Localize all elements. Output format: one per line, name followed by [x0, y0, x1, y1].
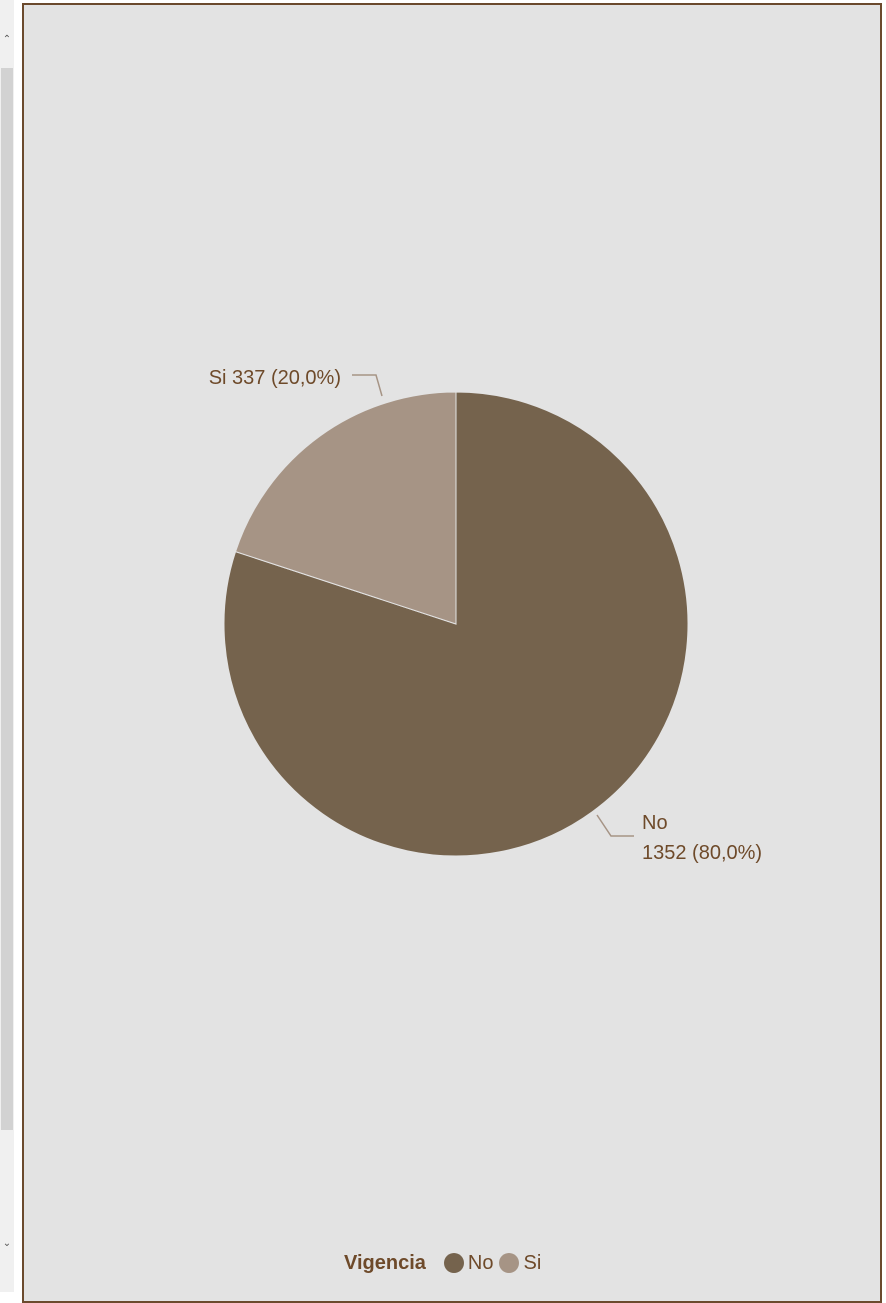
- legend: Vigencia No Si: [344, 1250, 547, 1276]
- legend-item-no[interactable]: No: [443, 1251, 494, 1275]
- slice-label-si: Si 337 (20,0%): [209, 367, 341, 389]
- scroll-up-arrow-icon[interactable]: ⌃: [2, 34, 12, 45]
- vertical-scrollbar[interactable]: ⌃ ⌄: [0, 0, 14, 1292]
- legend-swatch-no: [443, 1253, 464, 1273]
- leader-lines: [352, 374, 634, 837]
- leader-line-si: [352, 374, 383, 397]
- scroll-down-arrow-icon[interactable]: ⌄: [2, 1238, 12, 1249]
- pie-slice-no[interactable]: [223, 391, 689, 857]
- legend-label-si: Si: [523, 1251, 542, 1274]
- pie-slices: [223, 391, 689, 857]
- scrollbar-thumb[interactable]: [1, 68, 13, 1130]
- leader-line-no: [596, 814, 634, 837]
- legend-swatch-si: [499, 1253, 520, 1273]
- slice-label-no: No 1352 (80,0%): [642, 812, 762, 864]
- legend-label-no: No: [467, 1251, 494, 1274]
- slice-labels: No 1352 (80,0%) Si 337 (20,0%): [209, 367, 762, 864]
- legend-item-si[interactable]: Si: [499, 1252, 541, 1275]
- pie-slice-si[interactable]: [234, 391, 457, 625]
- legend-title: Vigencia: [344, 1251, 426, 1274]
